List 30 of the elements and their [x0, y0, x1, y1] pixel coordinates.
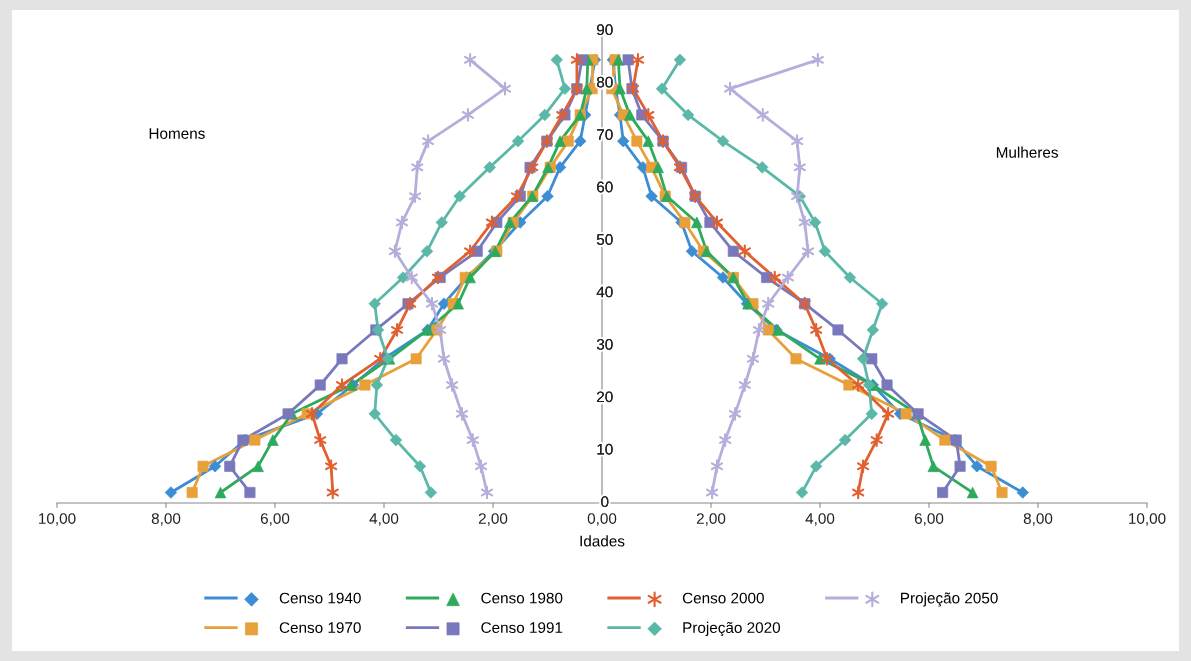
x-tick-label: 10,00: [39, 513, 76, 526]
x-tick-label: 8,00: [151, 513, 181, 526]
x-tick-label: 8,00: [1023, 513, 1053, 526]
annotation: Mulheres: [996, 146, 1058, 158]
x-tick-label: 4,00: [369, 513, 399, 526]
y-tick-label: 30: [596, 338, 613, 350]
y-tick-label: 50: [596, 234, 613, 245]
x-tick-label: 2,00: [478, 513, 508, 526]
y-tick-label: 0: [601, 496, 609, 508]
legend-label: Projeção 2020: [683, 621, 781, 637]
legend-label: Projeção 2050: [901, 592, 998, 607]
y-tick-label: 70: [597, 129, 613, 140]
x-tick-label: 6,00: [914, 513, 944, 526]
x-tick-label: 0,00: [587, 513, 617, 526]
y-tick-label: 20: [597, 391, 613, 403]
y-tick-label: 90: [597, 24, 613, 36]
x-axis-title: Idades: [580, 535, 625, 547]
y-tick-label: 40: [596, 286, 613, 298]
x-tick-label: 10,00: [1129, 513, 1166, 526]
y-tick-label: 60: [597, 181, 613, 193]
y-tick-label: 10: [597, 443, 613, 455]
legend-label: Censo 1980: [481, 592, 563, 604]
x-tick-label: 2,00: [696, 513, 726, 526]
x-tick-label: 6,00: [260, 513, 290, 526]
legend-label: Censo 1940: [279, 592, 361, 604]
annotation: Homens: [149, 128, 205, 139]
legend-label: Censo 1991: [481, 622, 563, 634]
x-tick-label: 4,00: [805, 513, 835, 526]
legend-label: Censo 1970: [279, 622, 361, 634]
legend-label: Censo 2000: [682, 592, 764, 604]
